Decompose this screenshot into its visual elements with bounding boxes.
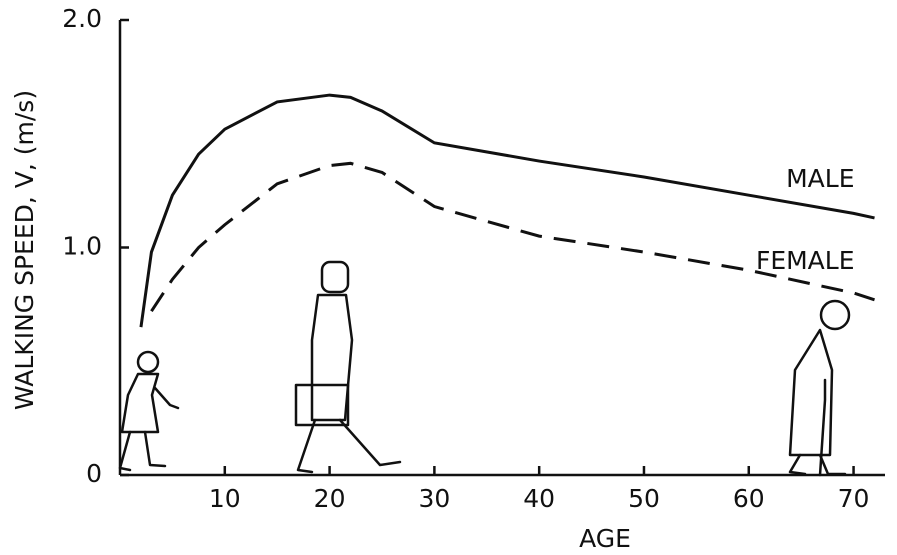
x-tick-label: 30 (418, 484, 450, 513)
series-line (139, 93, 875, 328)
x-tick-label: 10 (209, 484, 241, 513)
elderly-figure (788, 299, 851, 477)
y-axis-label: WALKING SPEED, V, (m/s) (10, 90, 39, 410)
x-tick-label: 50 (628, 484, 660, 513)
x-axis-label: AGE (579, 524, 631, 553)
y-tick-label: 1.0 (62, 232, 102, 261)
x-tick-label: 20 (314, 484, 346, 513)
y-tick-label: 2.0 (62, 4, 102, 33)
series-label: MALE (786, 164, 854, 193)
child-figure (118, 350, 180, 472)
y-tick-label: 0 (86, 459, 102, 488)
x-tick-label: 60 (733, 484, 765, 513)
x-tick-label: 70 (838, 484, 870, 513)
x-tick-label: 40 (523, 484, 555, 513)
series-label: FEMALE (756, 246, 855, 275)
series-line (150, 161, 875, 313)
adult-figure (294, 260, 402, 474)
